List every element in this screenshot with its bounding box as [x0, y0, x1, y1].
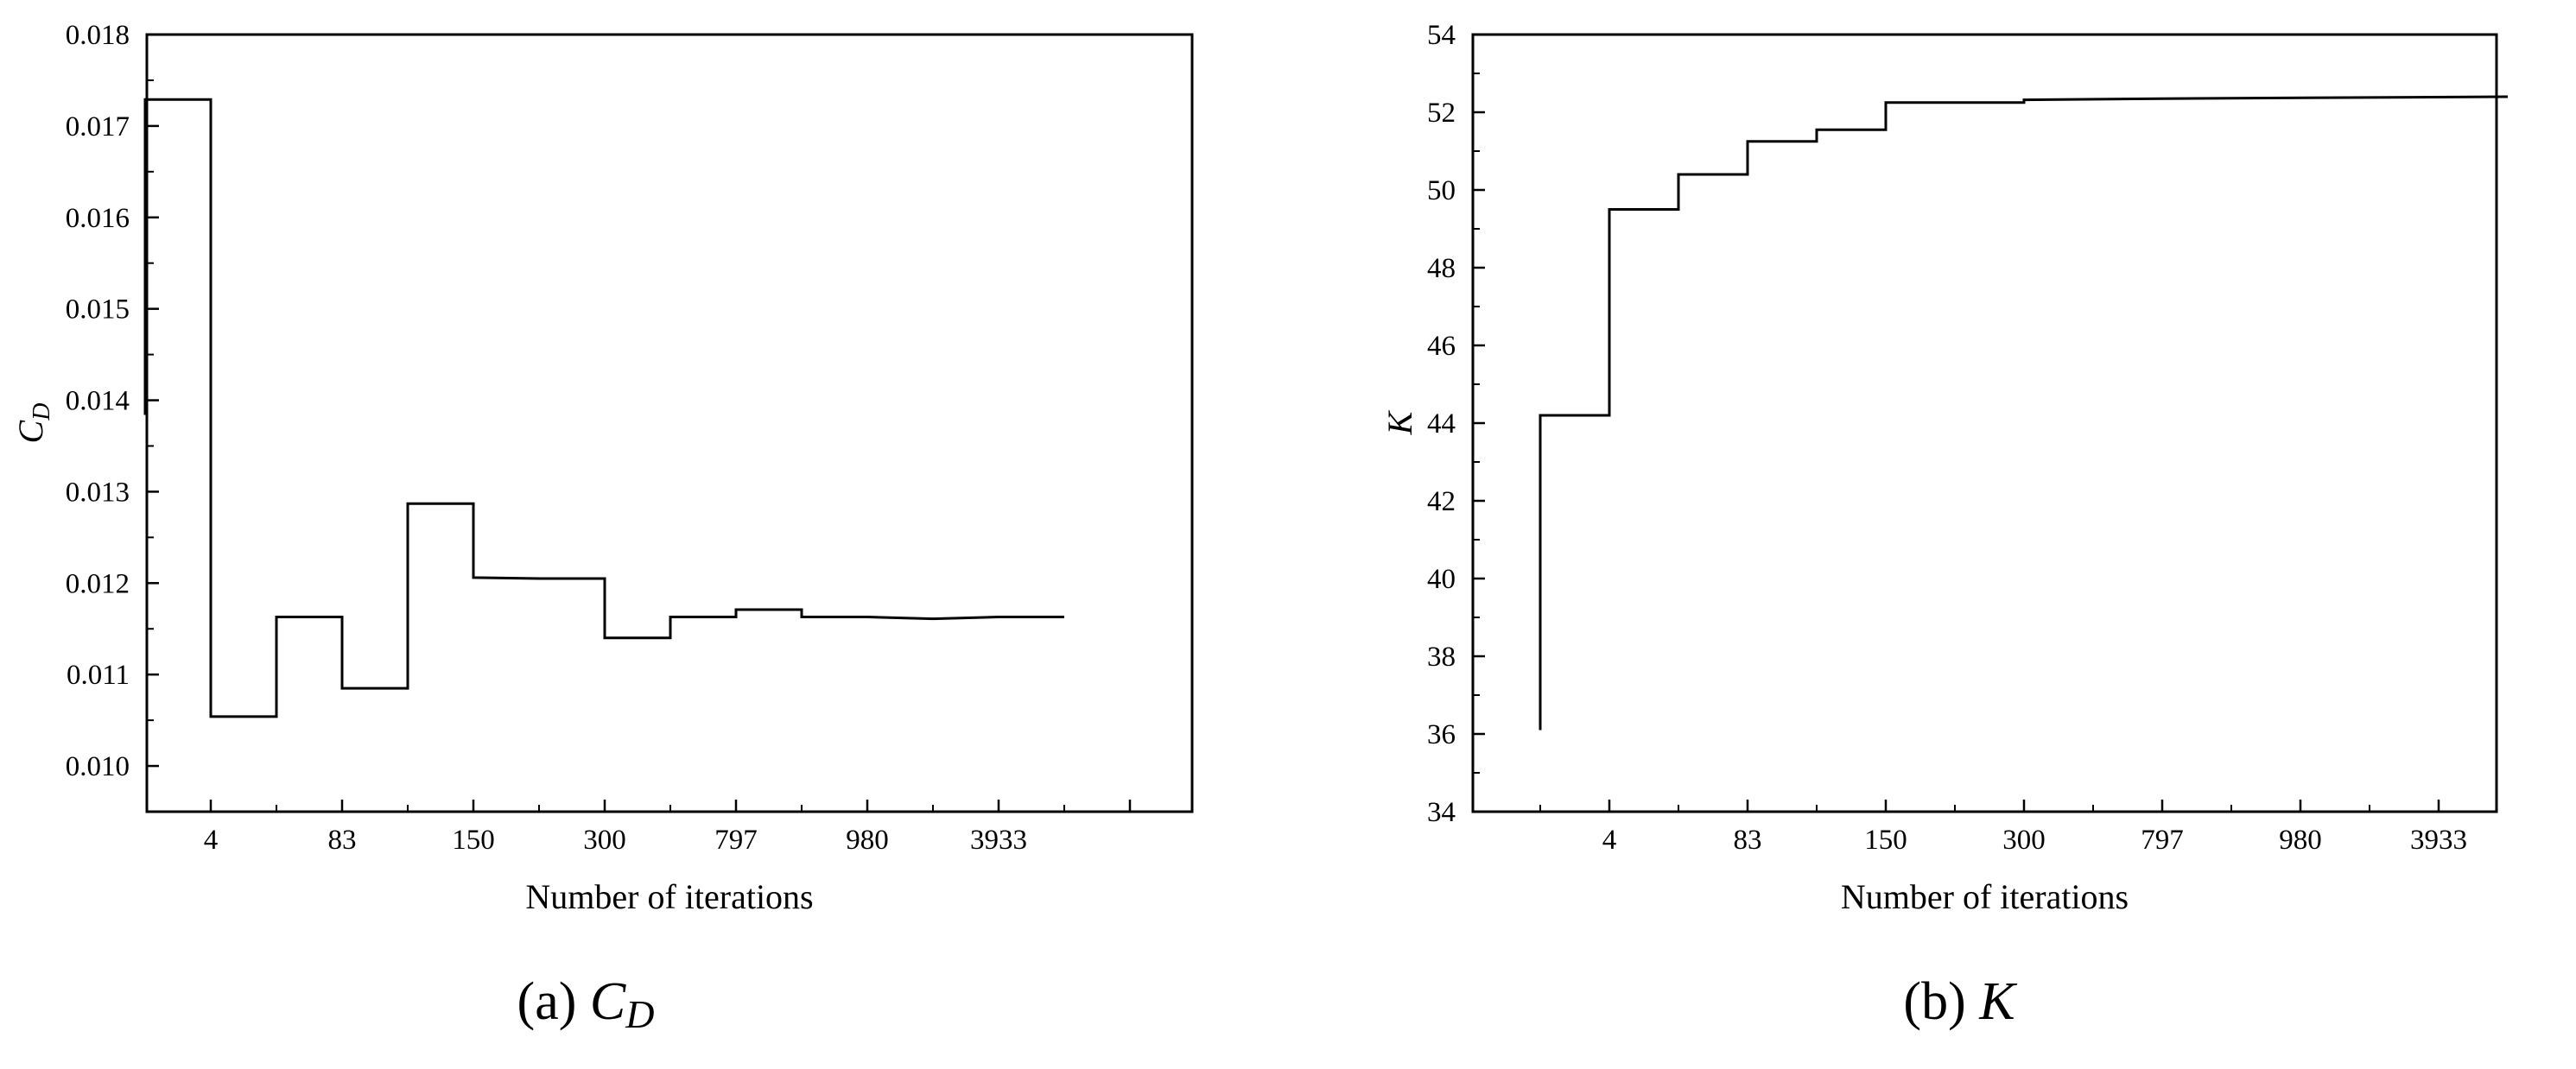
plot-frame [1471, 33, 2498, 813]
y-tick-label: 54 [1427, 20, 1456, 51]
y-tick-label: 0.011 [67, 660, 130, 691]
y-axis-label: CD [11, 403, 55, 444]
y-tick-label: 0.018 [66, 20, 130, 51]
chart-b: 34 36 38 40 42 44 46 48 50 52 54 4 83 150 300 797 980 393… [1380, 20, 2509, 1031]
y-axis-label: K [1380, 409, 1419, 435]
y-tick-label: 0.014 [66, 386, 130, 417]
y-tick-label: 42 [1427, 486, 1456, 517]
x-tick-label: 83 [328, 825, 357, 856]
caption-subscript: D [625, 992, 654, 1036]
x-axis-label: Number of iterations [525, 877, 813, 916]
panel-caption: (b) K [1903, 972, 2018, 1031]
x-tick-label: 300 [583, 825, 626, 856]
x-tick-label: 4 [204, 825, 219, 856]
y-tick-label: 50 [1427, 175, 1456, 206]
y-tick-label: 0.017 [66, 111, 130, 142]
y-tick-label: 38 [1427, 642, 1456, 673]
x-tick-label: 980 [2279, 825, 2322, 856]
x-tick-label: 83 [1734, 825, 1762, 856]
x-tick-label: 797 [714, 825, 758, 856]
caption-prefix: (b) [1903, 972, 1979, 1031]
x-tick-label: 797 [2141, 825, 2184, 856]
caption-symbol: K [1978, 972, 2018, 1031]
y-axis-label-symbol: K [1380, 409, 1419, 435]
y-tick-label: 0.015 [66, 294, 130, 326]
x-tick-label: 150 [452, 825, 495, 856]
x-tick-label: 980 [846, 825, 889, 856]
x-tick-label: 3933 [970, 825, 1027, 856]
caption-prefix: (a) [517, 972, 590, 1031]
y-tick-label: 52 [1427, 98, 1456, 129]
series-line [1539, 95, 2509, 731]
y-tick-label: 0.013 [66, 477, 130, 508]
y-tick-label: 40 [1427, 564, 1456, 595]
x-tick-label: 150 [1864, 825, 1907, 856]
y-tick-label: 46 [1427, 331, 1456, 362]
x-tick-label: 3933 [2410, 825, 2467, 856]
y-tick-label: 48 [1427, 253, 1456, 284]
y-tick-label: 34 [1427, 797, 1456, 828]
panel-caption: (a) CD [517, 972, 655, 1036]
y-tick-label: 44 [1427, 408, 1456, 440]
caption-symbol: C [590, 972, 626, 1031]
y-axis-label-symbol: C [11, 419, 50, 443]
x-axis-label: Number of iterations [1841, 877, 2129, 916]
x-tick-label: 4 [1602, 825, 1617, 856]
y-axis-label-subscript: D [29, 403, 55, 421]
y-tick-label: 0.016 [66, 203, 130, 234]
y-tick-label: 36 [1427, 719, 1456, 750]
y-tick-label: 0.012 [66, 568, 130, 599]
x-tick-label: 300 [2002, 825, 2046, 856]
y-tick-label: 0.010 [66, 751, 130, 782]
chart-a: 0.010 0.011 0.012 0.013 0.014 0.015 0.016 0.017… [11, 20, 1194, 1036]
series-line [143, 98, 1064, 718]
plot-frame [145, 33, 1194, 813]
